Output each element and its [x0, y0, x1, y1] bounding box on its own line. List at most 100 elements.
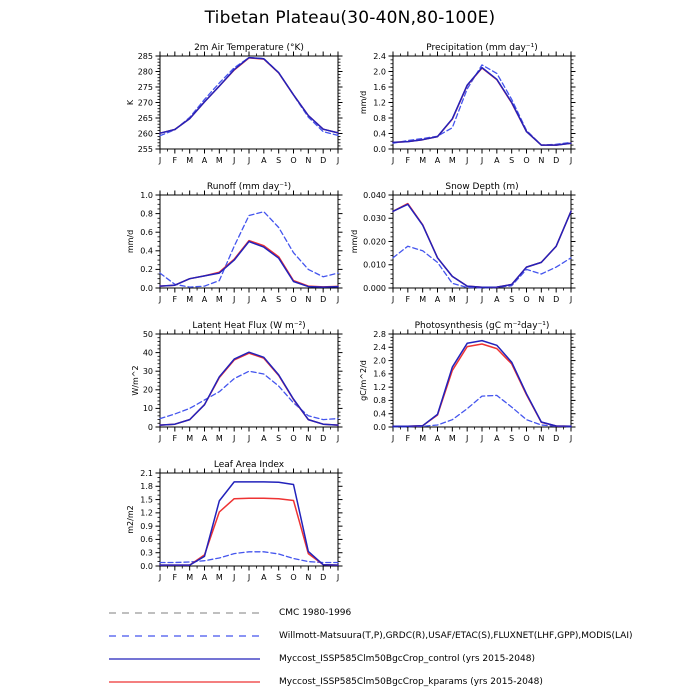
svg-text:M: M [216, 573, 223, 582]
svg-text:J: J [247, 295, 250, 304]
svg-text:0.3: 0.3 [140, 549, 153, 558]
svg-text:J: J [336, 573, 339, 582]
svg-text:Photosynthesis (gC m⁻²day⁻¹): Photosynthesis (gC m⁻²day⁻¹) [415, 321, 550, 331]
svg-text:40: 40 [143, 348, 153, 357]
svg-text:J: J [391, 295, 394, 304]
svg-text:A: A [261, 295, 267, 304]
series-obs-line [159, 211, 339, 288]
svg-text:J: J [158, 156, 161, 165]
svg-text:0.010: 0.010 [363, 261, 386, 270]
svg-text:J: J [465, 156, 468, 165]
svg-text:N: N [538, 295, 544, 304]
series-obs-line [392, 245, 572, 289]
svg-text:0.4: 0.4 [140, 247, 153, 256]
svg-text:M: M [449, 295, 456, 304]
svg-text:D: D [553, 434, 559, 443]
svg-text:0.0: 0.0 [373, 145, 386, 154]
svg-text:S: S [276, 573, 281, 582]
svg-text:S: S [509, 295, 514, 304]
svg-text:F: F [406, 295, 411, 304]
svg-text:F: F [173, 295, 178, 304]
svg-text:2.4: 2.4 [373, 52, 386, 61]
legend: CMC 1980-1996 Willmott-Matsuura(T,P),GRD… [108, 601, 633, 693]
svg-text:2.4: 2.4 [373, 343, 386, 352]
legend-label-control: Myccost_ISSP585Clm50BgcCrop_control (yrs… [279, 653, 535, 664]
svg-text:A: A [261, 156, 267, 165]
svg-text:O: O [290, 295, 296, 304]
svg-text:50: 50 [143, 330, 153, 339]
svg-text:A: A [435, 434, 441, 443]
svg-text:F: F [406, 156, 411, 165]
svg-text:O: O [523, 434, 529, 443]
svg-text:A: A [494, 295, 500, 304]
svg-text:0.8: 0.8 [373, 396, 386, 405]
svg-text:285: 285 [138, 52, 153, 61]
svg-text:20: 20 [143, 386, 153, 395]
svg-text:0: 0 [148, 423, 153, 432]
svg-text:2m Air Temperature (°K): 2m Air Temperature (°K) [194, 43, 304, 53]
series-obs-line [392, 394, 572, 428]
series-kparams-line [159, 57, 339, 134]
svg-text:D: D [553, 295, 559, 304]
svg-text:1.0: 1.0 [140, 191, 153, 200]
chart-content: J F M A M J J A S O N D J0.00.30.60.91.21.51.82.1Lea… [126, 460, 343, 582]
svg-text:A: A [435, 295, 441, 304]
series-kparams-line [392, 202, 572, 289]
panel-latent-heat-flux: J F M A M J J A S O N D J 0 10 20 30 40 50 Latent Heat Flux… [100, 320, 365, 462]
svg-text:O: O [290, 573, 296, 582]
svg-text:Precipitation (mm day⁻¹): Precipitation (mm day⁻¹) [426, 43, 537, 53]
svg-text:0.6: 0.6 [140, 535, 153, 544]
svg-text:1.8: 1.8 [140, 482, 153, 491]
svg-text:N: N [305, 573, 311, 582]
svg-text:J: J [336, 156, 339, 165]
legend-item-observations: Willmott-Matsuura(T,P),GRDC(R),USAF/ETAC… [108, 624, 633, 647]
svg-text:30: 30 [143, 367, 153, 376]
svg-text:F: F [173, 434, 178, 443]
series-kparams-line [159, 352, 339, 426]
svg-text:S: S [276, 434, 281, 443]
svg-text:J: J [158, 434, 161, 443]
svg-text:J: J [247, 573, 250, 582]
svg-text:M: M [186, 434, 193, 443]
svg-text:J: J [247, 434, 250, 443]
series-control-line [159, 481, 339, 566]
panel-precipitation: J F M A M J J A S O N D J 0.0 0.4 0.8 1.2 1.6 2.0 2.4 Precip… [333, 42, 598, 184]
legend-item-kparams: Myccost_ISSP585Clm50BgcCrop_kparams (yrs… [108, 670, 633, 693]
series-control-line [159, 240, 339, 288]
svg-text:J: J [465, 295, 468, 304]
svg-text:S: S [509, 156, 514, 165]
svg-text:N: N [305, 295, 311, 304]
svg-text:D: D [320, 295, 326, 304]
svg-text:1.2: 1.2 [373, 98, 386, 107]
svg-text:J: J [480, 434, 483, 443]
svg-text:10: 10 [143, 404, 153, 413]
series-obs-line [159, 551, 339, 564]
svg-text:O: O [290, 434, 296, 443]
svg-text:A: A [202, 434, 208, 443]
precipitation-chart: J F M A M J J A S O N D J0.00.40.81.21.62.02.4Precip… [359, 43, 576, 165]
svg-text:Leaf Area Index: Leaf Area Index [214, 460, 285, 470]
legend-label-kparams: Myccost_ISSP585Clm50BgcCrop_kparams (yrs… [279, 676, 543, 687]
svg-text:1.6: 1.6 [373, 370, 386, 379]
svg-text:J: J [232, 295, 235, 304]
series-control-line [392, 203, 572, 289]
svg-text:O: O [290, 156, 296, 165]
svg-text:0.0: 0.0 [373, 423, 386, 432]
svg-text:270: 270 [138, 98, 153, 107]
svg-text:M: M [419, 295, 426, 304]
svg-text:W/m^2: W/m^2 [131, 365, 140, 395]
svg-text:M: M [449, 156, 456, 165]
series-kparams-line [392, 343, 572, 428]
svg-text:0.0: 0.0 [140, 562, 153, 571]
svg-text:M: M [216, 295, 223, 304]
svg-text:255: 255 [138, 145, 153, 154]
svg-text:A: A [261, 573, 267, 582]
svg-text:D: D [553, 156, 559, 165]
snow-depth-chart: J F M A M J J A S O N D J0.0000.0100.0200.0300.040Sn… [350, 182, 576, 304]
svg-text:D: D [320, 573, 326, 582]
svg-text:S: S [509, 434, 514, 443]
